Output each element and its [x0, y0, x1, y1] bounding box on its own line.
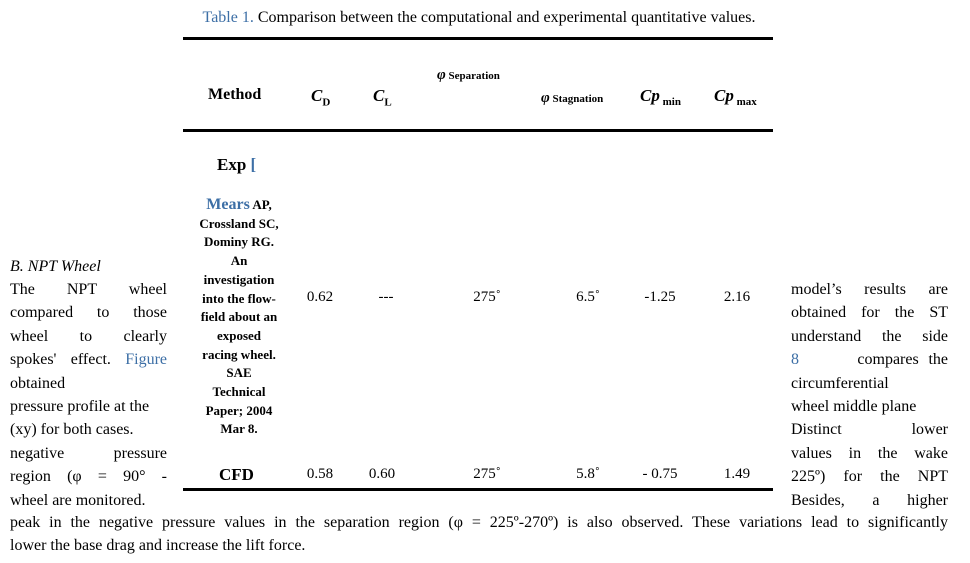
- figure-link[interactable]: Figure: [125, 351, 167, 369]
- cfd-separation: 275˚: [473, 466, 501, 482]
- exp-separation: 275˚: [473, 289, 501, 305]
- exp-ref-bracket[interactable]: [: [246, 155, 257, 174]
- cfd-cl: 0.60: [368, 466, 396, 482]
- header-cd: CD: [311, 86, 331, 109]
- body-full-width: peak in the negative pressure values in …: [10, 514, 948, 555]
- header-cp-min: Cp min: [640, 86, 681, 108]
- exp-ref-author-link[interactable]: Mears: [206, 196, 250, 213]
- header-cl: CL: [373, 86, 392, 109]
- table-header-rule: [183, 129, 773, 132]
- cfd-cp-min: - 0.75: [642, 466, 678, 482]
- cfd-cd: 0.58: [306, 466, 334, 482]
- table-caption: Table 1. Comparison between the computat…: [0, 9, 958, 27]
- header-phi-stagnation: φ Stagnation: [541, 90, 604, 106]
- left-body-column: The NPT wheel compared to those wheel to…: [10, 281, 167, 509]
- cfd-cp-max: 1.49: [723, 466, 751, 482]
- exp-method: Exp [: [217, 155, 257, 174]
- table-bottom-rule: [183, 488, 773, 491]
- exp-reference: Mears AP, Crossland SC, Dominy RG. An in…: [199, 196, 279, 437]
- header-phi-separation: φ Separation: [437, 67, 500, 83]
- exp-stagnation: 6.5˚: [576, 289, 600, 305]
- exp-cp-max: 2.16: [723, 289, 751, 305]
- exp-cp-min: -1.25: [644, 289, 676, 305]
- table-caption-text: Comparison between the computational and…: [253, 9, 756, 26]
- header-method: Method: [208, 86, 262, 103]
- table-caption-label[interactable]: Table 1.: [202, 9, 254, 26]
- header-cp-max: Cp max: [714, 86, 757, 108]
- figure-8-link[interactable]: 8: [791, 351, 799, 369]
- cfd-method: CFD: [219, 465, 254, 484]
- cfd-stagnation: 5.8˚: [576, 466, 600, 482]
- section-heading: B. NPT Wheel: [10, 258, 101, 275]
- right-body-column: model’s results are obtained for the ST …: [791, 281, 948, 509]
- exp-cd: 0.62: [306, 289, 334, 305]
- table-top-rule: [183, 37, 773, 40]
- exp-cl: ---: [378, 289, 394, 305]
